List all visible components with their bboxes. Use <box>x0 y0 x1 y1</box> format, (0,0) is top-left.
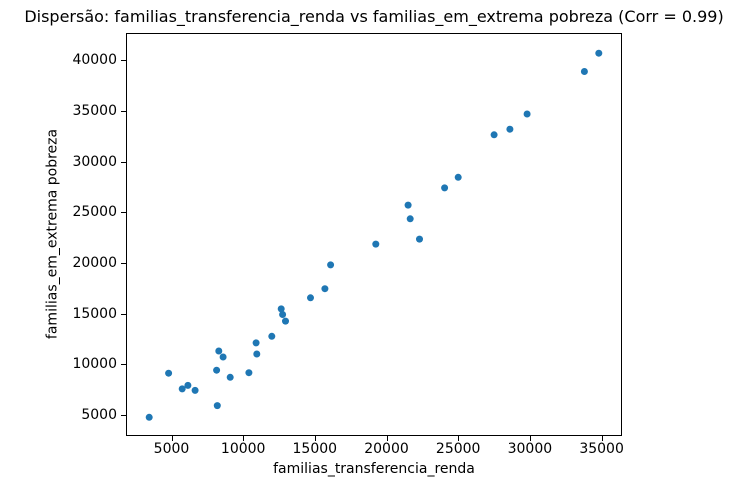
scatter-points-layer <box>145 49 603 421</box>
scatter-point <box>226 373 234 381</box>
x-axis-label: familias_transferencia_renda <box>273 461 475 477</box>
y-tick-mark <box>121 212 126 214</box>
scatter-point <box>416 235 423 243</box>
y-tick-mark <box>121 364 126 366</box>
scatter-point <box>213 402 221 410</box>
x-tick-label: 20000 <box>364 441 409 457</box>
x-tick-mark <box>314 436 316 441</box>
plot-area <box>126 33 622 436</box>
scatter-point <box>327 261 335 269</box>
scatter-point <box>506 125 514 133</box>
scatter-point <box>372 240 380 248</box>
chart-title: Dispersão: familias_transferencia_renda … <box>24 7 724 26</box>
y-tick-label: 10000 <box>72 356 117 373</box>
scatter-point <box>454 173 462 181</box>
x-tick-mark <box>601 436 603 441</box>
y-tick-mark <box>121 111 126 112</box>
y-axis-label: familias_em_extrema pobreza <box>44 128 61 340</box>
y-tick-label: 30000 <box>72 153 117 170</box>
scatter-point <box>219 353 227 361</box>
scatter-point <box>245 369 253 377</box>
y-tick-mark <box>121 60 126 62</box>
scatter-point <box>595 49 603 57</box>
x-tick-label: 10000 <box>220 441 266 457</box>
scatter-point <box>191 386 199 394</box>
scatter-point <box>178 385 186 393</box>
scatter-point <box>268 332 276 340</box>
scatter-point <box>282 317 289 325</box>
y-tick-label: 20000 <box>72 254 117 271</box>
x-tick-mark <box>171 436 173 441</box>
y-tick-mark <box>121 262 126 264</box>
y-tick-mark <box>121 414 126 416</box>
scatter-point <box>253 350 261 358</box>
scatter-point <box>145 413 153 421</box>
x-tick-mark <box>458 436 460 441</box>
y-tick-mark <box>121 161 126 163</box>
x-tick-label: 25000 <box>435 441 481 457</box>
y-tick-label: 5000 <box>81 406 117 423</box>
scatter-point <box>580 68 588 75</box>
scatter-point <box>277 305 285 313</box>
x-tick-mark <box>529 436 531 441</box>
y-tick-label: 25000 <box>72 204 117 221</box>
scatter-point <box>215 347 223 355</box>
scatter-point <box>523 110 531 118</box>
scatter-point <box>252 339 260 347</box>
scatter-point <box>184 381 192 389</box>
x-tick-label: 30000 <box>507 441 553 457</box>
scatter-point <box>321 285 329 293</box>
x-tick-label: 35000 <box>579 441 624 457</box>
y-tick-label: 35000 <box>72 103 117 119</box>
y-tick-label: 15000 <box>72 305 117 322</box>
scatter-point <box>490 131 498 139</box>
scatter-point <box>404 201 412 209</box>
x-tick-mark <box>243 436 245 441</box>
scatter-point <box>441 184 449 192</box>
scatter-point <box>165 369 173 377</box>
scatter-point <box>307 294 314 302</box>
x-tick-label: 5000 <box>153 441 190 457</box>
scatter-point <box>406 215 414 223</box>
x-tick-mark <box>386 436 388 441</box>
y-tick-label: 40000 <box>72 52 117 69</box>
scatter-point <box>279 311 287 318</box>
y-tick-mark <box>121 313 126 315</box>
x-tick-label: 15000 <box>292 441 338 457</box>
scatter-point <box>213 366 221 374</box>
